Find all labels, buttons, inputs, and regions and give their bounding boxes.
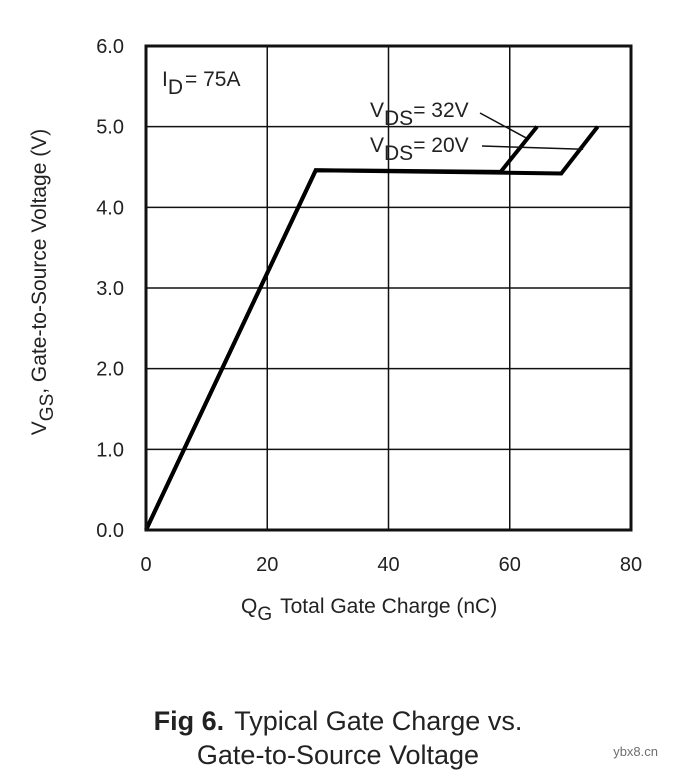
x-axis-label-sub: G [257, 604, 272, 625]
tick-labels: 0 20 40 60 80 0.0 1.0 2.0 3.0 4.0 5.0 6.0 [96, 36, 642, 576]
series-line-vds-20v [144, 125, 600, 531]
condition-rest: = 75A [185, 68, 240, 91]
y-tick-label: 2.0 [96, 359, 124, 381]
x-axis-label: QG Total Gate Charge (nC) [241, 595, 497, 625]
x-tick-label: 20 [256, 554, 278, 576]
figure-caption-line1: Fig 6. Typical Gate Charge vs. [0, 706, 676, 737]
x-tick-label: 0 [140, 554, 151, 576]
figure-number: Fig 6. [153, 706, 225, 736]
leader-line-vds-20v [481, 145, 584, 151]
grid [146, 46, 631, 530]
series-label-rest: = 32V [413, 99, 468, 122]
figure-caption-text2: Gate-to-Source Voltage [196, 740, 480, 770]
series-line-vds-32v [144, 125, 539, 531]
x-tick-label: 40 [377, 554, 399, 576]
x-axis-label-rest: Total Gate Charge (nC) [280, 595, 497, 618]
y-tick-label: 6.0 [96, 36, 124, 58]
x-axis-label-main: Q [241, 595, 257, 618]
y-axis-label-rest: , Gate-to-Source Voltage (V) [28, 129, 51, 394]
series-label-sub: DS [384, 107, 413, 130]
condition-sub: D [168, 76, 183, 99]
series-label-vds-20v: VDS= 20V [370, 134, 469, 165]
series-annotations: VDS= 32V VDS= 20V [370, 99, 584, 165]
figure-caption-text1: Typical Gate Charge vs. [234, 706, 523, 736]
figure-caption-line2: Gate-to-Source Voltage [0, 740, 676, 771]
y-axis-label-main: V [28, 421, 51, 435]
y-tick-label: 5.0 [96, 117, 124, 139]
x-tick-label: 60 [499, 554, 521, 576]
condition-main: I [162, 68, 168, 91]
y-tick-label: 3.0 [96, 278, 124, 300]
y-axis-label-sub: GS [37, 394, 58, 421]
x-tick-label: 80 [620, 554, 642, 576]
watermark: ybx8.cn [613, 744, 658, 759]
series-label-sub: DS [384, 142, 413, 165]
plot-frame [144, 44, 633, 532]
condition-label: ID= 75A [162, 68, 240, 99]
series-label-rest: = 20V [413, 134, 468, 157]
series-label-vds-32v: VDS= 32V [370, 99, 469, 130]
y-axis-label: VGS, Gate-to-Source Voltage (V) [28, 129, 58, 435]
leader-line-vds-32v [479, 112, 527, 139]
series-label-main: V [370, 99, 384, 122]
y-tick-label: 1.0 [96, 439, 124, 461]
series-label-main: V [370, 134, 384, 157]
gate-charge-chart: 0 20 40 60 800.01.02.03.04.05.06.0 VGS, Gate… [28, 36, 642, 625]
y-tick-label: 4.0 [96, 197, 124, 219]
series-lines [144, 125, 600, 531]
y-tick-label: 0.0 [96, 520, 124, 542]
